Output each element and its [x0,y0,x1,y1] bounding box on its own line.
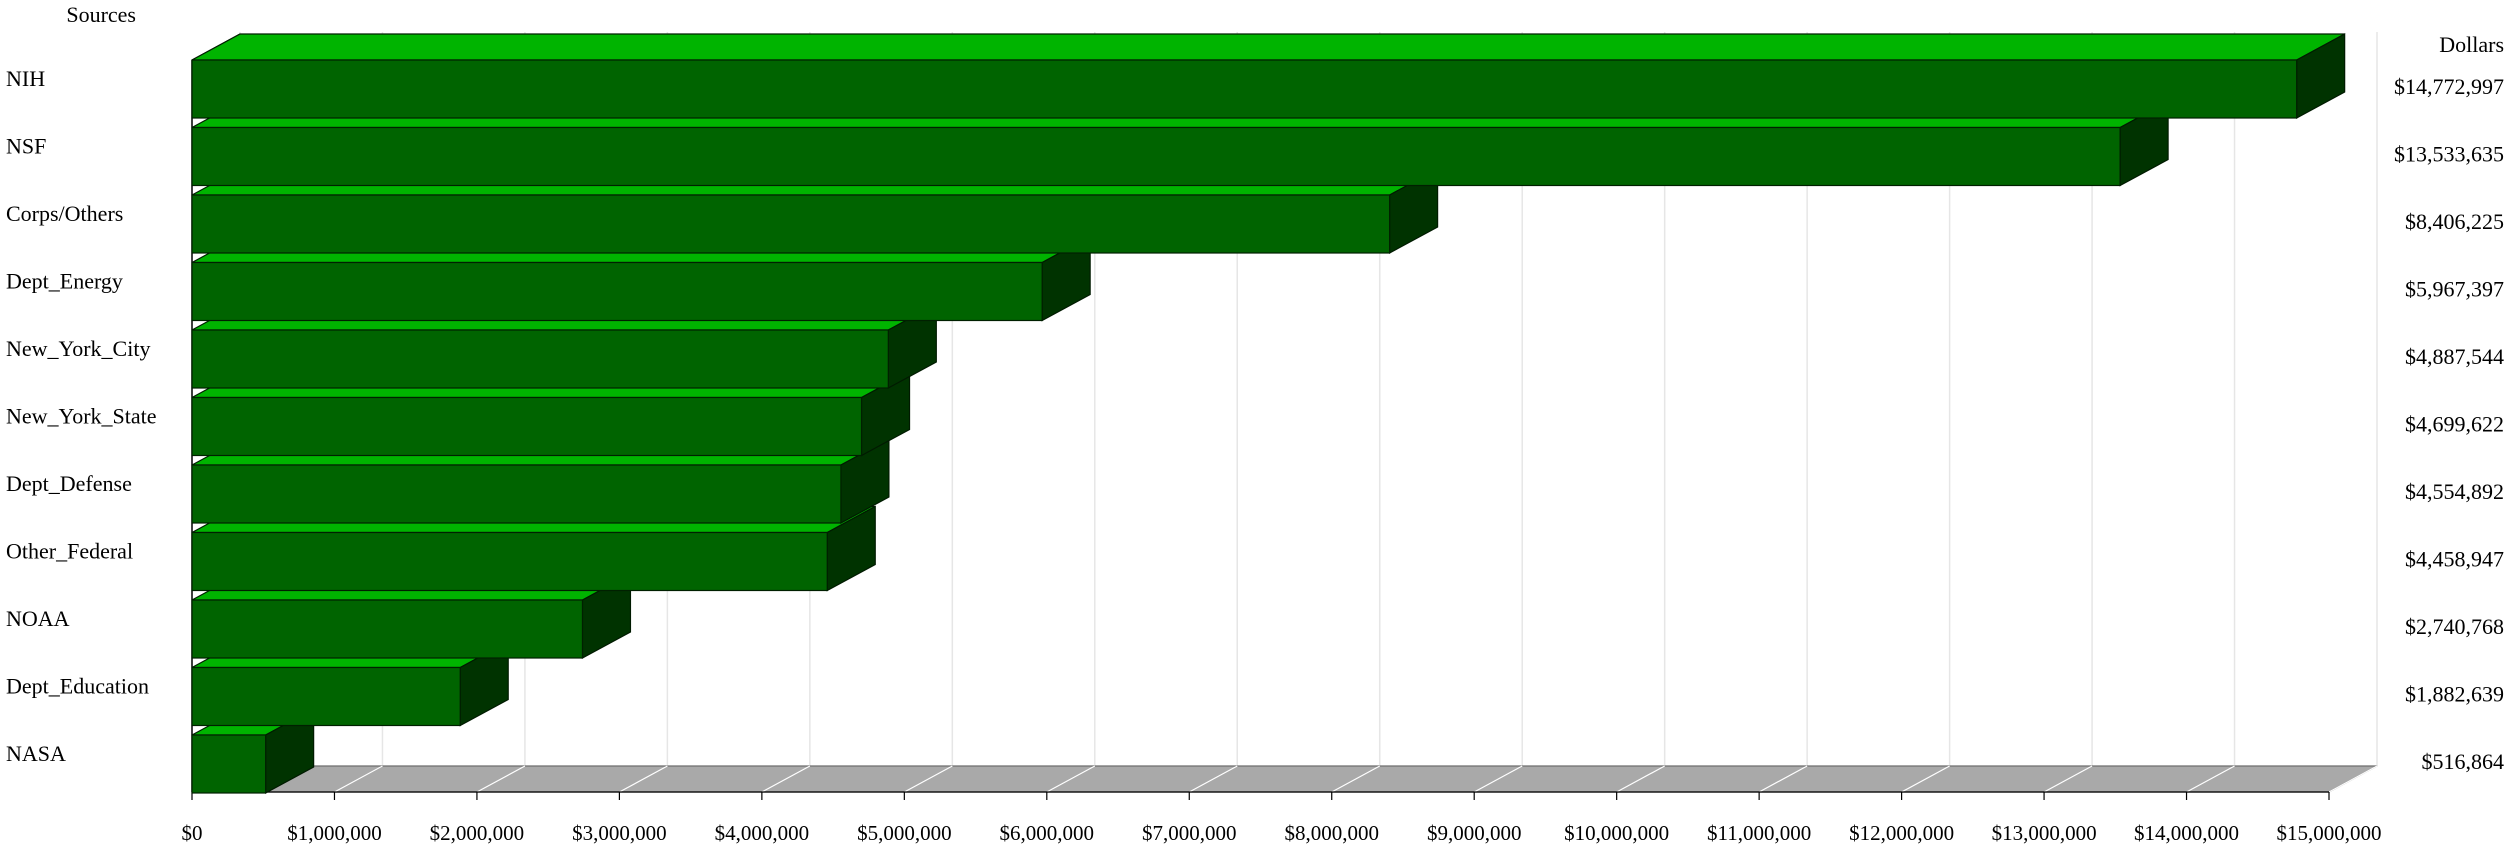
bars-layer [191,32,2346,795]
value-label-nasa: $516,864 [2422,749,2505,774]
x-tick-label: $8,000,000 [1284,821,1379,845]
value-label-dept-education: $1,882,639 [2405,682,2504,707]
floor-gridline [1188,765,1238,793]
floor-gridline [619,765,668,793]
x-tick-label: $9,000,000 [1427,821,1522,845]
category-label-new-york-state: New_York_State [6,404,157,429]
y-axis-title: Sources [66,2,136,27]
floor-gridline [476,765,526,793]
category-label-other-federal: Other_Federal [6,539,133,564]
x-tick-label: $13,000,000 [1992,821,2097,845]
floor-gridline [2043,765,2093,793]
bar-nsf-front [191,126,2121,187]
category-label-dept-energy: Dept_Energy [6,269,123,294]
bar-nih-front [191,59,2298,119]
bar-dept-energy-front [191,261,1043,322]
x-tick-label: $3,000,000 [572,821,667,845]
floor-gridline [2328,765,2378,793]
value-label-new-york-city: $4,887,544 [2405,344,2504,369]
bar-other-federal-front [191,531,828,592]
floor-gridline [2186,765,2235,793]
bar-noaa-front [191,599,584,659]
category-label-dept-education: Dept_Education [6,674,149,699]
value-label-new-york-state: $4,699,622 [2405,412,2504,437]
floor-plane [191,765,2378,793]
bar-corps-others-front [191,194,1391,254]
x-tick-label: $12,000,000 [1849,821,1954,845]
value-label-corps-others: $8,406,225 [2405,209,2504,234]
category-label-nsf: NSF [6,134,46,159]
x-tick-label: $7,000,000 [1142,821,1237,845]
category-label-dept-defense: Dept_Defense [6,471,132,496]
bar-dept-defense-front [191,464,842,524]
value-label-dept-energy: $5,967,397 [2405,277,2504,302]
labels-layer: $0 $1,000,000 $2,000,000 $3,000,000 $4,000,0… [6,66,2504,845]
floor-gridline [1616,765,1665,793]
floor-gridline [904,765,953,793]
value-label-noaa: $2,740,768 [2405,614,2504,639]
floor-gridline [761,765,811,793]
floor-gridline [1473,765,1523,793]
value-label-nsf: $13,533,635 [2394,142,2504,167]
category-label-new-york-city: New_York_City [6,336,150,361]
bar-new-york-city-front [191,329,889,389]
right-axis-title: Dollars [2439,32,2504,57]
x-tick-label: $2,000,000 [430,821,525,845]
bar-nih-top [191,33,2345,61]
floor-gridline [1758,765,1808,793]
floor-gridline [334,765,383,793]
bar-nasa-front [191,734,267,794]
value-label-other-federal: $4,458,947 [2405,547,2504,572]
x-tick-label: $10,000,000 [1564,821,1669,845]
floor-gridline [1901,765,1950,793]
value-label-dept-defense: $4,554,892 [2405,479,2504,504]
bar-nih [191,32,2346,120]
floor-gridline [1331,765,1381,793]
category-label-nasa: NASA [6,741,66,766]
category-label-corps-others: Corps/Others [6,201,123,226]
x-tick-label: $6,000,000 [1000,821,1095,845]
floor-gridline [1046,765,1096,793]
x-tick-label: $5,000,000 [857,821,952,845]
x-tick-label: $11,000,000 [1707,821,1811,845]
x-tick-label: $1,000,000 [287,821,382,845]
x-tick-label: $15,000,000 [2277,821,2382,845]
bar-dept-education-front [191,666,461,727]
x-tick-label: $14,000,000 [2134,821,2239,845]
category-label-noaa: NOAA [6,606,70,631]
value-label-nih: $14,772,997 [2394,74,2504,99]
x-tick-label: $4,000,000 [715,821,810,845]
x-tick-label: $0 [182,821,203,845]
category-label-nih: NIH [6,66,45,91]
bar-new-york-state-front [191,396,863,457]
